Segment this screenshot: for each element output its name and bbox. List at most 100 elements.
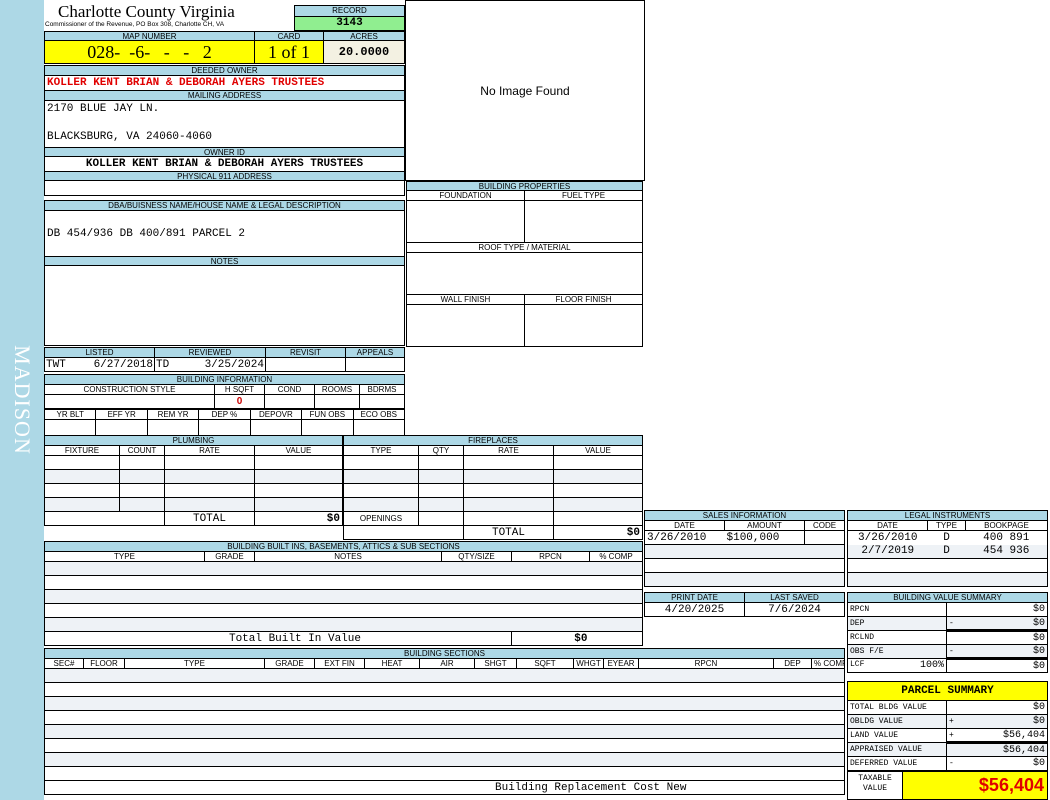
district-sidebar: MADISON [0,0,44,800]
fireplaces-table: TYPE QTY RATE VALUE OPENINGS TOTAL $0 [343,445,643,540]
table-row: 3/26/2010 $100,000 [644,530,845,545]
bvs-value: $0 [960,630,1048,645]
bdrms-label: BDRMS [359,384,405,395]
bvs-sign: - [946,616,961,632]
instrument-bookpage: 400 891 [965,530,1048,545]
bvs-value: $0 [960,616,1048,632]
cond-label: COND [264,384,315,395]
hsqft-label: H SQFT [214,384,265,395]
table-row [44,589,643,604]
builtin-total-label: Total Built In Value [44,631,512,646]
bvs-row: LCF 100% $0 [847,658,1048,673]
summary-key: APPRAISED VALUE [847,742,947,757]
whgt-col: WHGT [573,658,604,669]
type-col: TYPE [927,520,966,531]
summary-key: TOTAL BLDG VALUE [847,700,947,715]
sale-amount: $100,000 [724,530,805,545]
legal-table: DATE TYPE BOOKPAGE 3/26/2010 D 400 891 2/7/2… [847,520,1048,587]
print-date: 4/20/2025 [644,602,745,617]
grade-col: GRADE [264,658,315,669]
table-row [44,469,343,484]
table-row [44,483,343,498]
revisit-label: REVISIT [265,347,346,358]
summary-sign: + [946,728,961,744]
table-row [644,558,845,573]
bvs-sign [946,602,961,617]
dates-table: PRINT DATE LAST SAVED 4/20/2025 7/6/2024 [644,592,845,617]
rem-yr-label: REM YR [146,409,200,420]
mailing-address: 2170 BLUE JAY LN. BLACKSBURG, VA 24060-4… [44,100,405,148]
qty-col: QTY [418,445,464,456]
rpcn-col: RPCN [638,658,774,669]
summary-value: $0 [960,714,1048,729]
table-row [44,766,845,781]
parcel-summary-title: PARCEL SUMMARY [847,681,1048,701]
summary-value: $0 [960,756,1048,771]
type-col: TYPE [343,445,419,456]
table-row [44,724,845,739]
pct-comp-col: % COMP [589,551,643,562]
summary-value: $0 [960,700,1048,715]
last-saved-label: LAST SAVED [744,592,845,603]
replacement-cost-label: Building Replacement Cost New [44,780,845,795]
rate-col: RATE [164,445,255,456]
table-row [343,469,643,484]
construction-style-label: CONSTRUCTION STYLE [44,384,215,395]
listed-by: TWT [46,358,66,371]
notes-col: NOTES [254,551,442,562]
value-col: VALUE [553,445,643,456]
table-row [44,696,845,711]
listed-date: 6/27/2018 [93,358,153,371]
parcel-summary-table: TOTAL BLDG VALUE $0 OBLDG VALUE + $0 LAND V… [847,700,1048,771]
table-row [44,497,343,512]
building-properties: FOUNDATION FUEL TYPE ROOF TYPE / MATERIAL… [406,190,643,347]
table-row [44,738,845,753]
floor-col: FLOOR [83,658,125,669]
summary-sign: + [946,714,961,729]
fuel-type-value [524,200,643,243]
heat-col: HEAT [364,658,420,669]
instrument-type: D [943,531,950,544]
listed-label: LISTED [44,347,155,358]
summary-row: TOTAL BLDG VALUE $0 [847,700,1048,715]
depovr-label: DEPOVR [249,409,303,420]
grade-col: GRADE [204,551,255,562]
bvs-sign: - [946,644,961,660]
summary-row: DEFERRED VALUE - $0 [847,756,1048,771]
shgt-col: SHGT [474,658,517,669]
fuel-type-label: FUEL TYPE [524,190,643,201]
builtins-table: TYPE GRADE NOTES QTY/SIZE RPCN% COMP Total B… [44,551,643,646]
rooms-label: ROOMS [314,384,360,395]
summary-row: APPRAISED VALUE $56,404 [847,742,1048,757]
summary-row: LAND VALUE + $56,404 [847,728,1048,744]
table-row [343,455,643,470]
value-col: VALUE [254,445,343,456]
deeded-owner: KOLLER KENT BRIAN & DEBORAH AYERS TRUSTE… [44,75,405,91]
ext-fin-col: EXT FIN [314,658,365,669]
amount-col: AMOUNT [724,520,805,531]
taxable-value: $56,404 [902,771,1048,800]
table-row [847,572,1048,587]
summary-sign [946,742,961,757]
summary-value: $56,404 [960,728,1048,744]
table-row [847,558,1048,573]
owner-id: KOLLER KENT BRIAN & DEBORAH AYERS TRUSTE… [44,156,405,172]
taxable-value-label: TAXABLE VALUE [847,771,903,800]
hsqft-value: 0 [214,394,265,409]
reviewed-date: 3/25/2024 [204,358,264,371]
date-col: DATE [847,520,928,531]
summary-sign [946,700,961,715]
type-col: TYPE [44,551,205,562]
foundation-label: FOUNDATION [406,190,525,201]
office-subtitle: Commissioner of the Revenue, PO Box 308,… [45,21,225,28]
sales-table: DATE AMOUNT CODE 3/26/2010 $100,000 [644,520,845,587]
fireplaces-total-label: TOTAL [463,525,554,540]
table-row [44,752,845,767]
last-saved-date: 7/6/2024 [744,602,845,617]
bvs-row: OBS F/E - $0 [847,644,1048,660]
fun-obs-label: FUN OBS [301,409,354,420]
yr-blt-label: YR BLT [43,409,97,420]
bvs-row: RCLND $0 [847,630,1048,645]
mailing-line-2: BLACKSBURG, VA 24060-4060 [47,131,213,143]
acres-value: 20.0000 [323,40,405,64]
